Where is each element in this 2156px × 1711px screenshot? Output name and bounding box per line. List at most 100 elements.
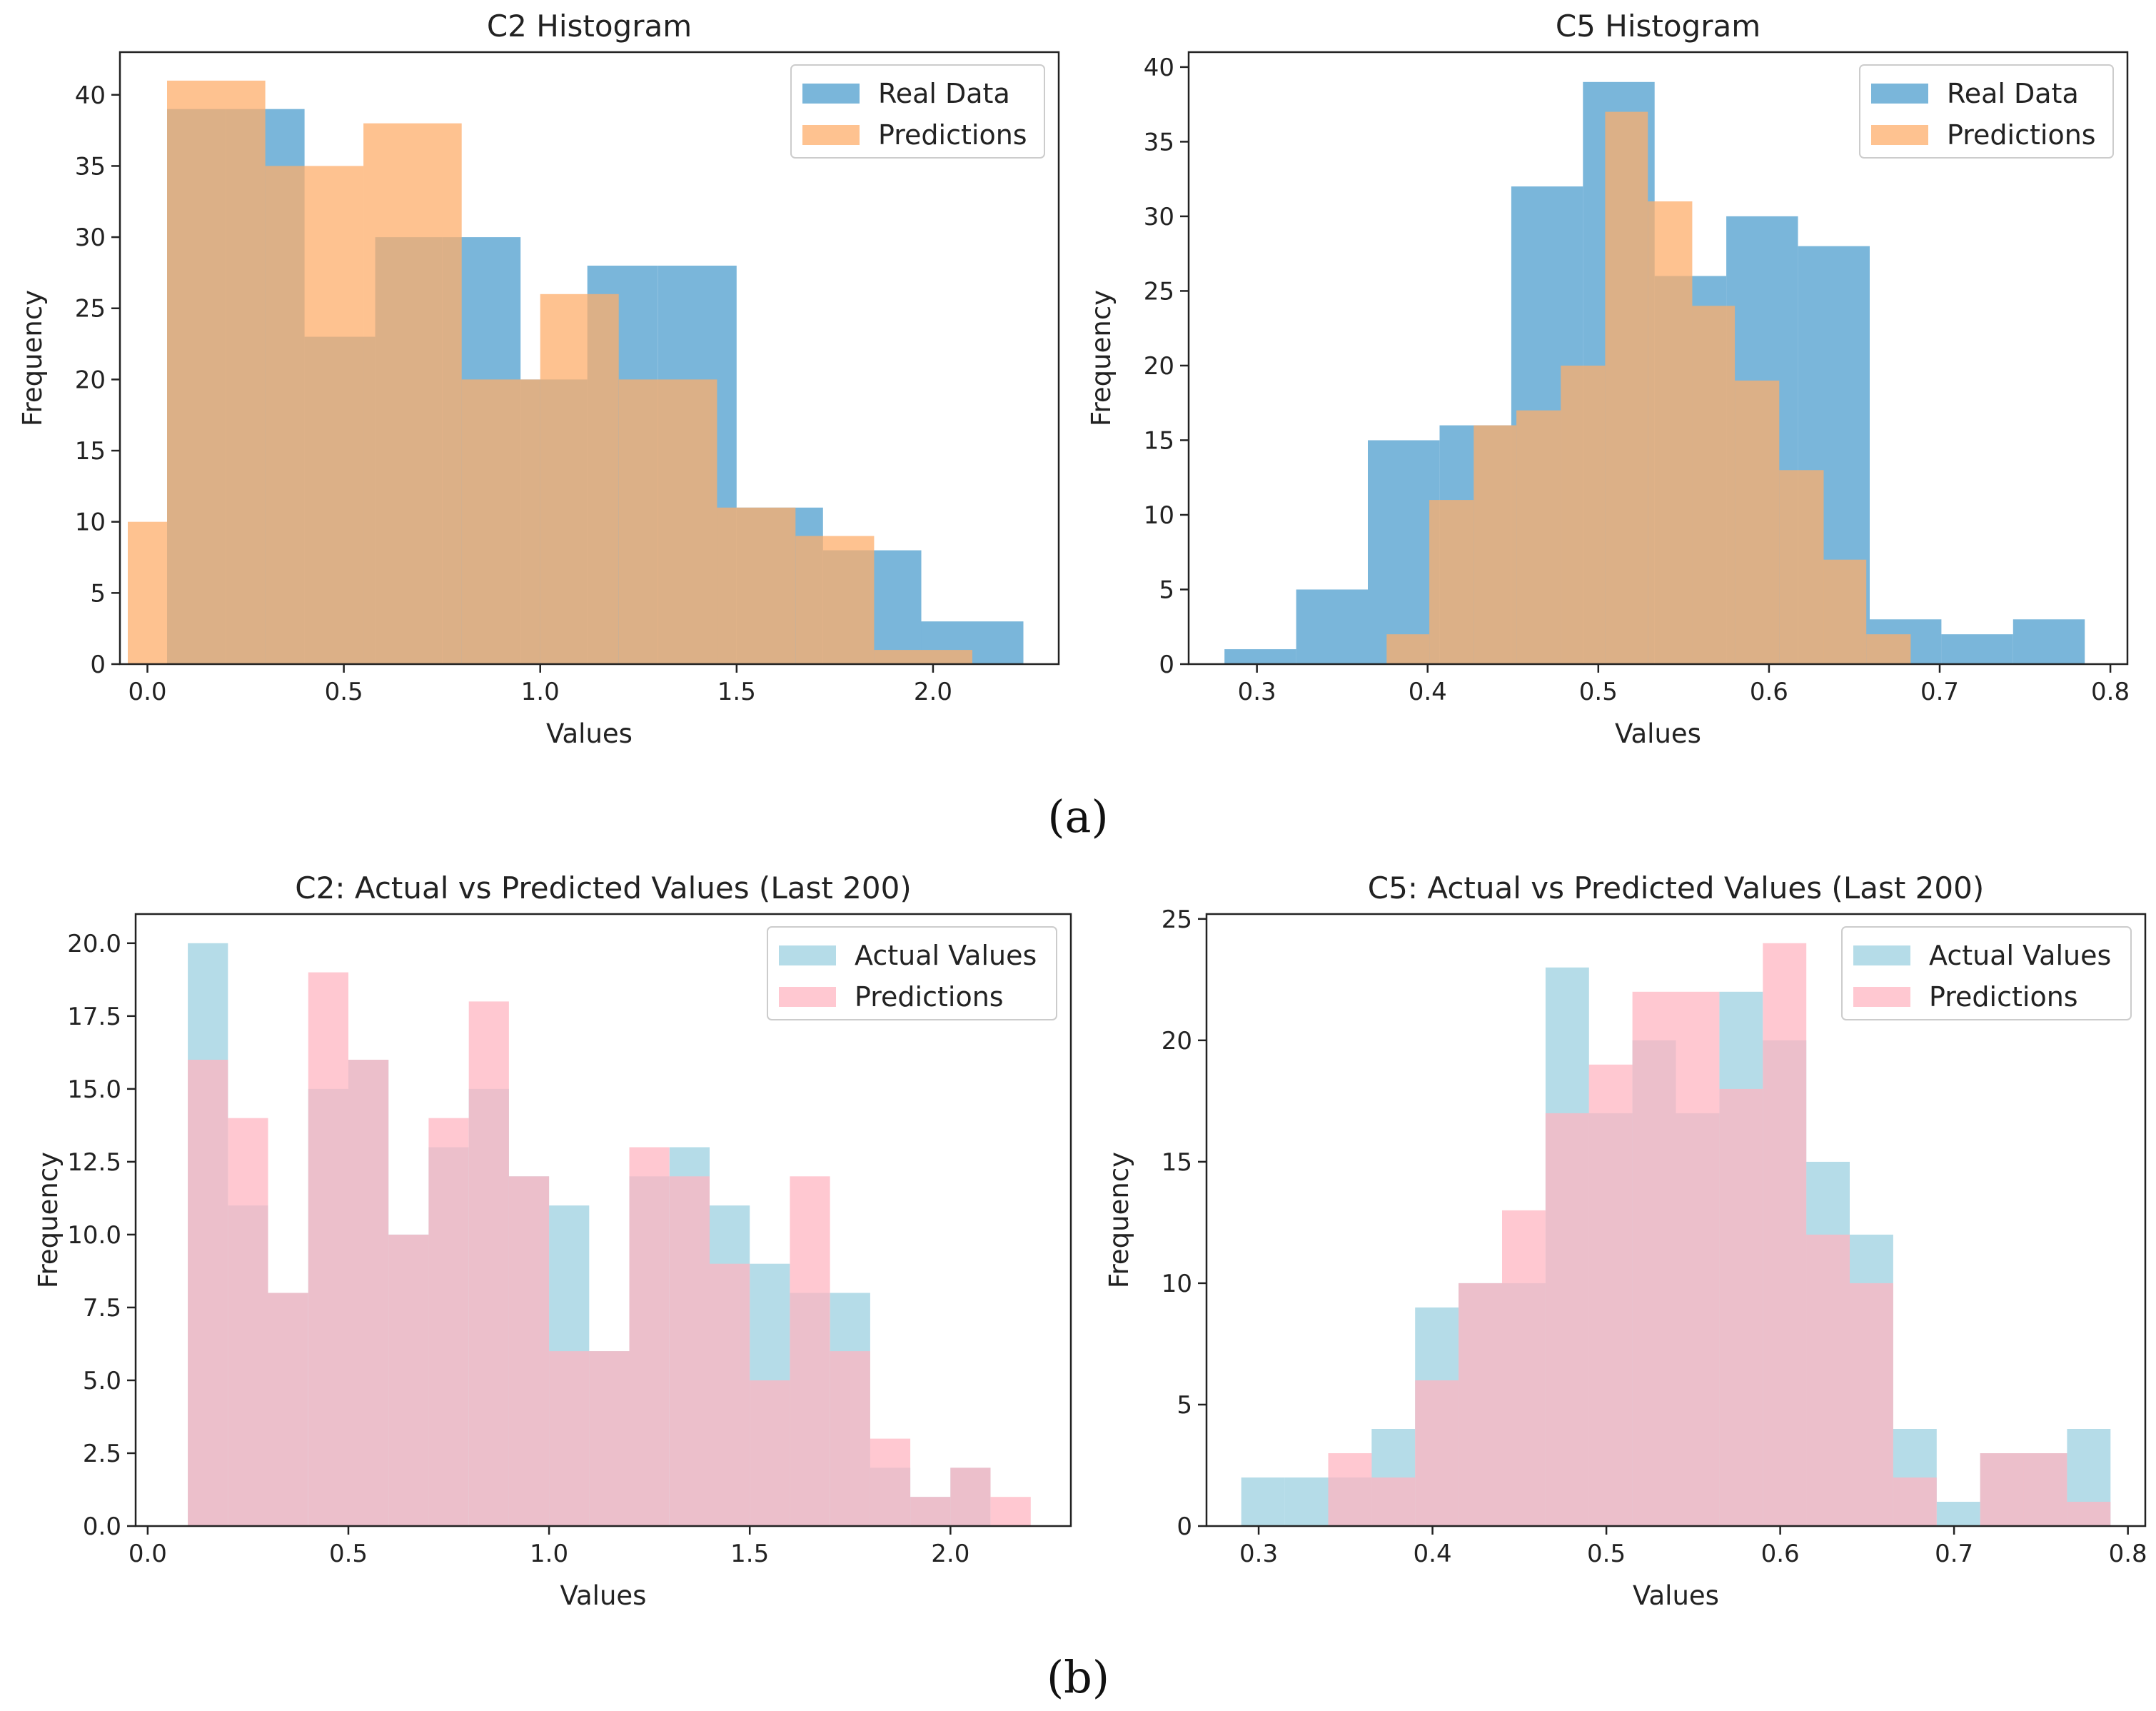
bar [717, 507, 796, 664]
bar [540, 293, 619, 664]
legend-swatch [1871, 125, 1928, 145]
legend-swatch [802, 125, 860, 145]
bar [2013, 619, 2085, 664]
bar [990, 1497, 1031, 1526]
bar [1474, 425, 1517, 664]
y-tick-label: 40 [1144, 54, 1174, 82]
bar [428, 1118, 469, 1526]
bar [1980, 1453, 2024, 1526]
legend: Actual Values Predictions [767, 926, 1057, 1020]
x-tick-label: 0.6 [1750, 678, 1788, 706]
x-tick-label: 0.4 [1409, 678, 1447, 706]
y-tick-label: 5 [1159, 576, 1174, 604]
bar [1328, 1453, 1372, 1526]
y-tick-label: 20.0 [67, 930, 121, 958]
bar [618, 379, 717, 664]
bar [870, 1438, 911, 1526]
y-tick-label: 25 [75, 295, 106, 323]
y-tick-label: 12.5 [67, 1148, 121, 1177]
y-tick-label: 0.0 [83, 1512, 121, 1541]
bar [710, 1263, 750, 1526]
y-tick-label: 17.5 [67, 1003, 121, 1031]
x-tick-label: 0.8 [2109, 1540, 2147, 1568]
chart-c5-actual-vs-predicted: 0.3 0.4 0.5 0.6 0.7 0.8 0 5 10 15 20 25 C5: Actual v… [1104, 870, 2147, 1611]
legend-label: Real Data [878, 78, 1010, 109]
x-tick-label: 0.5 [1587, 1540, 1626, 1568]
legend-label: Real Data [1947, 78, 2079, 109]
bar [265, 166, 364, 664]
x-tick-label: 0.4 [1414, 1540, 1452, 1568]
x-axis-label: Values [1615, 718, 1701, 749]
bar [629, 1147, 670, 1526]
series-predictions [1328, 943, 2111, 1526]
y-tick-label: 0 [1159, 651, 1174, 679]
x-tick-label: 2.0 [914, 678, 952, 706]
y-tick-label: 7.5 [83, 1294, 121, 1323]
plot-frame [1187, 51, 2129, 666]
legend: Actual Values Predictions [1841, 926, 2132, 1020]
chart-title: C5 Histogram [1556, 9, 1760, 44]
x-axis-label: Values [546, 718, 633, 749]
bar [874, 650, 972, 664]
bar [268, 1293, 308, 1526]
chart-title: C5: Actual vs Predicted Values (Last 200… [1368, 870, 1984, 905]
y-tick-label: 30 [75, 224, 106, 252]
y-tick-label: 35 [1144, 128, 1174, 156]
bar [1632, 991, 1676, 1526]
bar [589, 1351, 630, 1526]
bar [1676, 991, 1720, 1526]
bar [461, 379, 540, 664]
x-tick-label: 1.5 [717, 678, 756, 706]
bar [750, 1380, 790, 1526]
x-tick-label: 0.3 [1238, 678, 1276, 706]
x-tick-label: 0.8 [2091, 678, 2130, 706]
y-tick-label: 20 [75, 366, 106, 394]
y-tick-label: 40 [75, 81, 106, 110]
x-tick-label: 0.0 [128, 678, 166, 706]
bar [1561, 366, 1606, 664]
bar [669, 1176, 710, 1526]
x-tick-label: 0.5 [329, 1540, 368, 1568]
y-tick-label: 0 [90, 651, 106, 679]
bar [228, 1118, 268, 1526]
bar [363, 123, 462, 664]
bar [1806, 1234, 1850, 1526]
bar [1368, 440, 1440, 664]
bar [1459, 1283, 1502, 1526]
bar [790, 1176, 830, 1526]
y-axis-label: Frequency [1104, 1152, 1134, 1288]
x-axis-label: Values [1633, 1580, 1719, 1611]
legend-label: Predictions [1947, 119, 2096, 151]
x-axis-label: Values [560, 1580, 647, 1611]
bar [308, 972, 348, 1526]
bar [2067, 1502, 2111, 1526]
caption-a: (a) [1047, 791, 1108, 843]
legend-swatch [802, 84, 860, 104]
y-tick-label: 10.0 [67, 1221, 121, 1250]
x-tick-label: 2.0 [931, 1540, 969, 1568]
bar [167, 80, 266, 664]
chart-c2-histogram: 0.0 0.5 1.0 1.5 2.0 0 5 10 15 20 25 30 35 40 C2 Histog… [17, 9, 1060, 749]
bar [2023, 1453, 2067, 1526]
bar [1866, 634, 1911, 664]
bar [1735, 380, 1780, 664]
y-tick-label: 25 [1162, 905, 1192, 934]
bar [1224, 649, 1296, 664]
bar [1241, 1477, 1285, 1526]
legend: Real Data Predictions [790, 64, 1045, 159]
bar [188, 1060, 228, 1526]
plot-frame [1205, 913, 2147, 1527]
bar [348, 1060, 389, 1526]
legend-box [767, 926, 1057, 1020]
x-tick-label: 0.3 [1239, 1540, 1278, 1568]
bar [1296, 589, 1368, 664]
legend-label: Predictions [1929, 981, 2078, 1013]
bar [1371, 1477, 1416, 1526]
y-tick-label: 0 [1177, 1512, 1192, 1541]
bar [1763, 943, 1807, 1526]
bar [388, 1234, 429, 1526]
y-axis-label: Frequency [33, 1152, 64, 1288]
bar [1386, 634, 1430, 664]
legend-swatch [779, 987, 836, 1007]
bar [1941, 634, 2013, 664]
